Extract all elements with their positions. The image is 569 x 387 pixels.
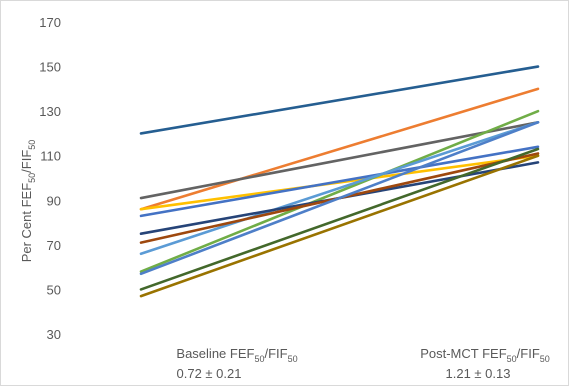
category-label-baseline-main: Baseline FEF [176, 346, 254, 361]
series-line-5 [139, 145, 540, 218]
category-stat-post-mct: 1.21 ± 0.13 [446, 366, 511, 381]
y-tick-label: 110 [40, 149, 61, 164]
y-tick-label: 90 [47, 193, 61, 208]
category-label-post-mct-sub1: 50 [507, 354, 517, 364]
y-axis-title-main: Per Cent FEF [19, 183, 34, 263]
series-line-3 [139, 120, 540, 200]
category-stat-baseline: 0.72 ± 0.21 [177, 366, 242, 381]
y-axis-title-sub1: 50 [27, 173, 37, 183]
y-axis-title: Per Cent FEF50/FIF50 [19, 140, 37, 263]
series-line-2 [139, 87, 540, 211]
category-label-post-mct-sub2: 50 [540, 354, 550, 364]
y-tick-label: 170 [39, 15, 61, 30]
category-label-baseline: Baseline FEF50/FIF50 [176, 346, 297, 364]
category-label-post-mct: Post-MCT FEF50/FIF50 [420, 346, 550, 364]
series-line-10 [139, 120, 540, 276]
y-tick-label: 50 [47, 282, 61, 297]
category-label-post-mct-mid: /FIF [517, 346, 540, 361]
category-label-baseline-sub2: 50 [288, 354, 298, 364]
category-label-baseline-mid: /FIF [264, 346, 287, 361]
category-label-post-mct-main: Post-MCT FEF [420, 346, 506, 361]
series-line-7 [139, 120, 540, 256]
y-axis-ticks: 30 50 70 90 110 130 150 170 [39, 15, 61, 342]
y-tick-label: 30 [47, 327, 61, 342]
series-line-1 [139, 65, 540, 135]
series-line-6 [139, 109, 540, 273]
y-axis-title-sub2: 50 [27, 140, 37, 150]
category-label-baseline-sub1: 50 [254, 354, 264, 364]
y-axis-title-mid: /FIF [19, 150, 34, 173]
y-tick-label: 130 [39, 104, 61, 119]
y-tick-label: 70 [47, 238, 61, 253]
series-line-11 [139, 147, 540, 291]
series-lines [139, 65, 540, 298]
series-line-12 [139, 154, 540, 298]
y-tick-label: 150 [39, 60, 61, 75]
